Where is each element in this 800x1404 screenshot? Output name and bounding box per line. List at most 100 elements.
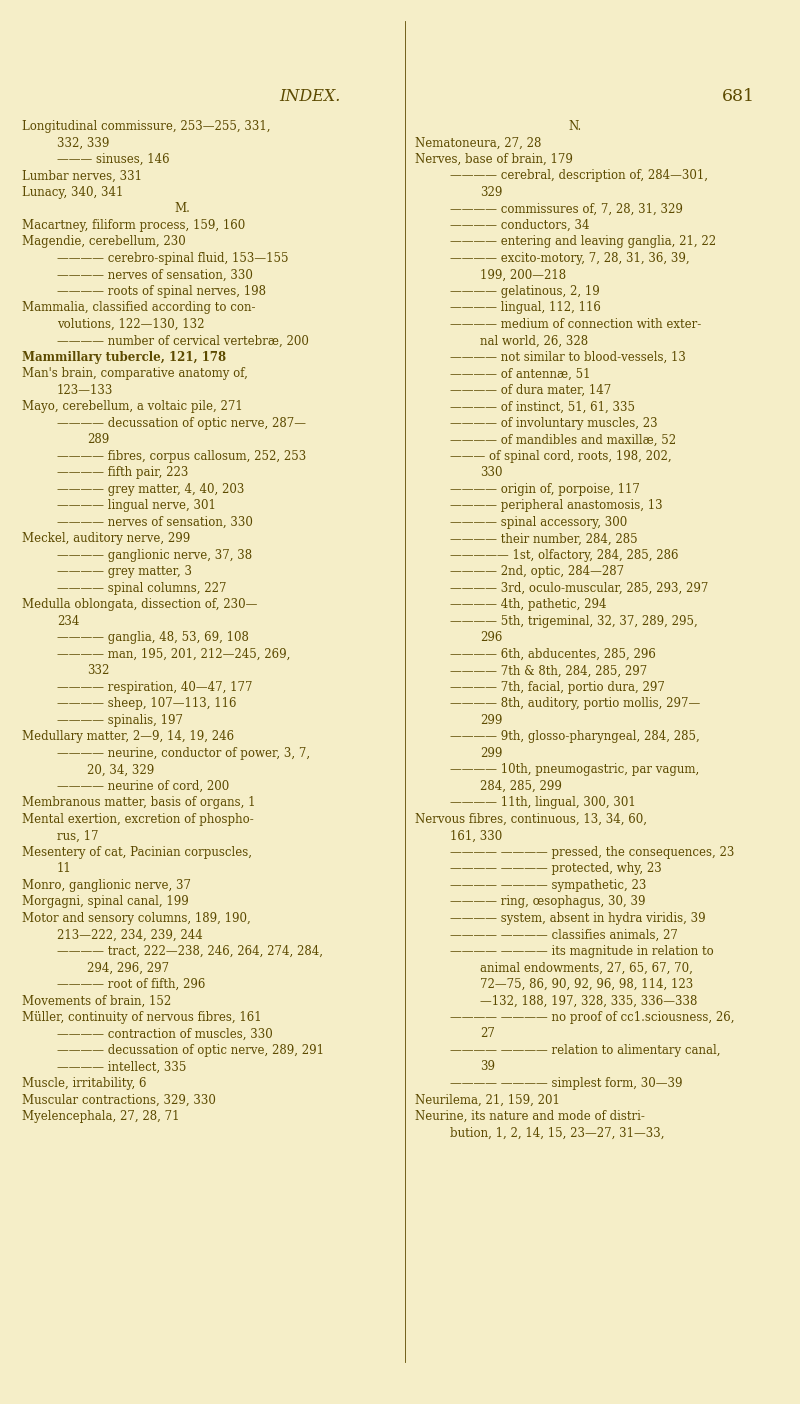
Text: 330: 330 xyxy=(480,466,502,479)
Text: ———— ———— protected, why, 23: ———— ———— protected, why, 23 xyxy=(450,862,662,875)
Text: Medullary matter, 2—9, 14, 19, 246: Medullary matter, 2—9, 14, 19, 246 xyxy=(22,730,234,743)
Text: ———— entering and leaving ganglia, 21, 22: ———— entering and leaving ganglia, 21, 2… xyxy=(450,236,716,249)
Text: ———— decussation of optic nerve, 289, 291: ———— decussation of optic nerve, 289, 29… xyxy=(57,1043,324,1057)
Text: Nerves, base of brain, 179: Nerves, base of brain, 179 xyxy=(415,153,573,166)
Text: ———— root of fifth, 296: ———— root of fifth, 296 xyxy=(57,977,206,991)
Text: ———— man, 195, 201, 212—245, 269,: ———— man, 195, 201, 212—245, 269, xyxy=(57,647,290,661)
Text: ———— of involuntary muscles, 23: ———— of involuntary muscles, 23 xyxy=(450,417,658,430)
Text: 234: 234 xyxy=(57,615,79,628)
Text: rus, 17: rus, 17 xyxy=(57,830,98,842)
Text: ———— intellect, 335: ———— intellect, 335 xyxy=(57,1060,186,1073)
Text: Mental exertion, excretion of phospho-: Mental exertion, excretion of phospho- xyxy=(22,813,254,826)
Text: ———— respiration, 40—47, 177: ———— respiration, 40—47, 177 xyxy=(57,681,253,694)
Text: ———— tract, 222—238, 246, 264, 274, 284,: ———— tract, 222—238, 246, 264, 274, 284, xyxy=(57,945,323,958)
Text: Muscular contractions, 329, 330: Muscular contractions, 329, 330 xyxy=(22,1094,216,1106)
Text: 213—222, 234, 239, 244: 213—222, 234, 239, 244 xyxy=(57,928,202,941)
Text: 289: 289 xyxy=(87,434,110,446)
Text: 299: 299 xyxy=(480,713,502,727)
Text: ——— of spinal cord, roots, 198, 202,: ——— of spinal cord, roots, 198, 202, xyxy=(450,449,672,463)
Text: ———— 10th, pneumogastric, par vagum,: ———— 10th, pneumogastric, par vagum, xyxy=(450,764,699,776)
Text: ———— cerebral, description of, 284—301,: ———— cerebral, description of, 284—301, xyxy=(450,170,708,183)
Text: ———— 7th, facial, portio dura, 297: ———— 7th, facial, portio dura, 297 xyxy=(450,681,665,694)
Text: ———— ———— its magnitude in relation to: ———— ———— its magnitude in relation to xyxy=(450,945,714,958)
Text: 332: 332 xyxy=(87,664,110,677)
Text: ———— not similar to blood-vessels, 13: ———— not similar to blood-vessels, 13 xyxy=(450,351,686,364)
Text: bution, 1, 2, 14, 15, 23—27, 31—33,: bution, 1, 2, 14, 15, 23—27, 31—33, xyxy=(450,1126,665,1139)
Text: ———— ring, œsophagus, 30, 39: ———— ring, œsophagus, 30, 39 xyxy=(450,896,646,908)
Text: N.: N. xyxy=(568,119,582,133)
Text: —132, 188, 197, 328, 335, 336—338: —132, 188, 197, 328, 335, 336—338 xyxy=(480,994,698,1007)
Text: Nervous fibres, continuous, 13, 34, 60,: Nervous fibres, continuous, 13, 34, 60, xyxy=(415,813,647,826)
Text: Muscle, irritability, 6: Muscle, irritability, 6 xyxy=(22,1077,146,1090)
Text: ———— spinal accessory, 300: ———— spinal accessory, 300 xyxy=(450,515,627,529)
Text: 681: 681 xyxy=(722,88,755,105)
Text: ———— ———— relation to alimentary canal,: ———— ———— relation to alimentary canal, xyxy=(450,1043,721,1057)
Text: ———— ———— sympathetic, 23: ———— ———— sympathetic, 23 xyxy=(450,879,646,892)
Text: 284, 285, 299: 284, 285, 299 xyxy=(480,779,562,793)
Text: M.: M. xyxy=(174,202,190,215)
Text: ———— 7th & 8th, 284, 285, 297: ———— 7th & 8th, 284, 285, 297 xyxy=(450,664,647,677)
Text: ———— excito-motory, 7, 28, 31, 36, 39,: ———— excito-motory, 7, 28, 31, 36, 39, xyxy=(450,251,690,265)
Text: 72—75, 86, 90, 92, 96, 98, 114, 123: 72—75, 86, 90, 92, 96, 98, 114, 123 xyxy=(480,977,694,991)
Text: ———— ———— simplest form, 30—39: ———— ———— simplest form, 30—39 xyxy=(450,1077,682,1090)
Text: ———— ———— pressed, the consequences, 23: ———— ———— pressed, the consequences, 23 xyxy=(450,845,734,859)
Text: ———— neurine, conductor of power, 3, 7,: ———— neurine, conductor of power, 3, 7, xyxy=(57,747,310,760)
Text: ——— sinuses, 146: ——— sinuses, 146 xyxy=(57,153,170,166)
Text: Morgagni, spinal canal, 199: Morgagni, spinal canal, 199 xyxy=(22,896,189,908)
Text: 20, 34, 329: 20, 34, 329 xyxy=(87,764,154,776)
Text: ———— nerves of sensation, 330: ———— nerves of sensation, 330 xyxy=(57,268,253,281)
Text: Müller, continuity of nervous fibres, 161: Müller, continuity of nervous fibres, 16… xyxy=(22,1011,262,1024)
Text: Movements of brain, 152: Movements of brain, 152 xyxy=(22,994,171,1007)
Text: 332, 339: 332, 339 xyxy=(57,136,110,149)
Text: ———— roots of spinal nerves, 198: ———— roots of spinal nerves, 198 xyxy=(57,285,266,298)
Text: ———— nerves of sensation, 330: ———— nerves of sensation, 330 xyxy=(57,515,253,529)
Text: 296: 296 xyxy=(480,632,502,644)
Text: 39: 39 xyxy=(480,1060,495,1073)
Text: ———— 3rd, oculo-muscular, 285, 293, 297: ———— 3rd, oculo-muscular, 285, 293, 297 xyxy=(450,581,708,595)
Text: ———— grey matter, 4, 40, 203: ———— grey matter, 4, 40, 203 xyxy=(57,483,244,496)
Text: Membranous matter, basis of organs, 1: Membranous matter, basis of organs, 1 xyxy=(22,796,255,809)
Text: ———— 6th, abducentes, 285, 296: ———— 6th, abducentes, 285, 296 xyxy=(450,647,656,661)
Text: ———— of mandibles and maxillæ, 52: ———— of mandibles and maxillæ, 52 xyxy=(450,434,676,446)
Text: Motor and sensory columns, 189, 190,: Motor and sensory columns, 189, 190, xyxy=(22,911,250,925)
Text: Myelencephala, 27, 28, 71: Myelencephala, 27, 28, 71 xyxy=(22,1109,179,1123)
Text: ———— of dura mater, 147: ———— of dura mater, 147 xyxy=(450,383,611,397)
Text: 329: 329 xyxy=(480,185,502,199)
Text: ———— conductors, 34: ———— conductors, 34 xyxy=(450,219,590,232)
Text: 11: 11 xyxy=(57,862,72,875)
Text: ———— system, absent in hydra viridis, 39: ———— system, absent in hydra viridis, 39 xyxy=(450,911,706,925)
Text: Meckel, auditory nerve, 299: Meckel, auditory nerve, 299 xyxy=(22,532,190,545)
Text: Medulla oblongata, dissection of, 230—: Medulla oblongata, dissection of, 230— xyxy=(22,598,258,611)
Text: Longitudinal commissure, 253—255, 331,: Longitudinal commissure, 253—255, 331, xyxy=(22,119,270,133)
Text: 299: 299 xyxy=(480,747,502,760)
Text: ———— grey matter, 3: ———— grey matter, 3 xyxy=(57,566,192,578)
Text: Monro, ganglionic nerve, 37: Monro, ganglionic nerve, 37 xyxy=(22,879,191,892)
Text: ———— of antennæ, 51: ———— of antennæ, 51 xyxy=(450,368,590,380)
Text: ———— 5th, trigeminal, 32, 37, 289, 295,: ———— 5th, trigeminal, 32, 37, 289, 295, xyxy=(450,615,698,628)
Text: Magendie, cerebellum, 230: Magendie, cerebellum, 230 xyxy=(22,236,186,249)
Text: 161, 330: 161, 330 xyxy=(450,830,502,842)
Text: ———— spinal columns, 227: ———— spinal columns, 227 xyxy=(57,581,226,595)
Text: 199, 200—218: 199, 200—218 xyxy=(480,268,566,281)
Text: Neurine, its nature and mode of distri-: Neurine, its nature and mode of distri- xyxy=(415,1109,645,1123)
Text: ———— number of cervical vertebræ, 200: ———— number of cervical vertebræ, 200 xyxy=(57,334,309,347)
Text: ———— cerebro-spinal fluid, 153—155: ———— cerebro-spinal fluid, 153—155 xyxy=(57,251,289,265)
Text: Mammalia, classified according to con-: Mammalia, classified according to con- xyxy=(22,302,255,314)
Text: ———— their number, 284, 285: ———— their number, 284, 285 xyxy=(450,532,638,545)
Text: ———— neurine of cord, 200: ———— neurine of cord, 200 xyxy=(57,779,230,793)
Text: ———— ———— classifies animals, 27: ———— ———— classifies animals, 27 xyxy=(450,928,678,941)
Text: Mesentery of cat, Pacinian corpuscles,: Mesentery of cat, Pacinian corpuscles, xyxy=(22,845,252,859)
Text: ———— origin of, porpoise, 117: ———— origin of, porpoise, 117 xyxy=(450,483,640,496)
Text: nal world, 26, 328: nal world, 26, 328 xyxy=(480,334,588,347)
Text: ———— contraction of muscles, 330: ———— contraction of muscles, 330 xyxy=(57,1028,273,1040)
Text: ———— decussation of optic nerve, 287—: ———— decussation of optic nerve, 287— xyxy=(57,417,306,430)
Text: ————— 1st, olfactory, 284, 285, 286: ————— 1st, olfactory, 284, 285, 286 xyxy=(450,549,678,562)
Text: Nematoneura, 27, 28: Nematoneura, 27, 28 xyxy=(415,136,542,149)
Text: ———— 9th, glosso-pharyngeal, 284, 285,: ———— 9th, glosso-pharyngeal, 284, 285, xyxy=(450,730,700,743)
Text: ———— 8th, auditory, portio mollis, 297—: ———— 8th, auditory, portio mollis, 297— xyxy=(450,698,700,710)
Text: Lumbar nerves, 331: Lumbar nerves, 331 xyxy=(22,170,142,183)
Text: INDEX.: INDEX. xyxy=(279,88,341,105)
Text: ———— commissures of, 7, 28, 31, 329: ———— commissures of, 7, 28, 31, 329 xyxy=(450,202,683,215)
Text: ———— fibres, corpus callosum, 252, 253: ———— fibres, corpus callosum, 252, 253 xyxy=(57,449,306,463)
Text: ———— peripheral anastomosis, 13: ———— peripheral anastomosis, 13 xyxy=(450,500,662,512)
